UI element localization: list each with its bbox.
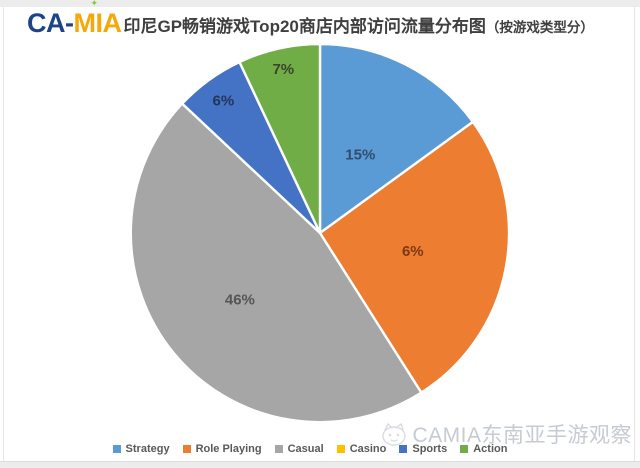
header: CA-MIA ✦ 印尼GP畅销游戏Top20商店内部访问流量分布图（按游戏类型分） — [27, 0, 594, 38]
frame-edge-right — [634, 7, 635, 461]
legend-swatch-icon — [274, 445, 283, 453]
legend-swatch-icon — [336, 445, 345, 453]
camia-logo: CA-MIA ✦ — [27, 0, 123, 38]
legend-swatch-icon — [460, 445, 469, 453]
legend-label: Casual — [287, 443, 324, 455]
legend-label: Casino — [349, 443, 387, 455]
pie-label-role-playing: 6% — [402, 243, 424, 260]
pie-slice-strategy — [318, 42, 475, 235]
pie-slice-role-playing — [318, 120, 511, 394]
legend-item-role-playing: Role Playing — [182, 443, 262, 455]
legend-swatch-icon — [399, 445, 408, 453]
frame-edge-left — [3, 7, 4, 461]
legend-label: Strategy — [125, 443, 170, 455]
legend-item-strategy: Strategy — [112, 443, 170, 455]
sparkle-icon: ✦ — [90, 0, 99, 8]
pie-slice-casual — [129, 102, 423, 424]
legend-swatch-icon — [182, 445, 191, 453]
legend-item-casual: Casual — [274, 443, 324, 455]
chart-legend: Strategy Role Playing Casual Casino Sports Ac… — [0, 443, 620, 455]
pie-label-sports: 6% — [213, 92, 235, 109]
pie-label-strategy: 15% — [345, 146, 375, 163]
legend-item-action: Action — [460, 443, 507, 455]
legend-item-sports: Sports — [399, 443, 447, 455]
frame-edge-bottom — [0, 461, 640, 468]
pie-label-action: 7% — [272, 61, 294, 78]
frame-edge-top — [0, 0, 640, 7]
legend-label: Action — [473, 443, 508, 455]
pie-slice-action — [238, 42, 322, 235]
legend-item-casino: Casino — [336, 443, 387, 455]
legend-label: Role Playing — [195, 443, 262, 455]
legend-label: Sports — [412, 443, 448, 455]
pie-label-casual: 46% — [225, 292, 255, 309]
chart-title-suffix: （按游戏类型分） — [485, 20, 594, 35]
logo-text-mia: MIA ✦ — [73, 0, 123, 38]
legend-swatch-icon — [112, 445, 121, 453]
chart-title: 印尼GP畅销游戏Top20商店内部访问流量分布图（按游戏类型分） — [123, 17, 594, 36]
logo-text-ca: CA- — [27, 8, 74, 38]
